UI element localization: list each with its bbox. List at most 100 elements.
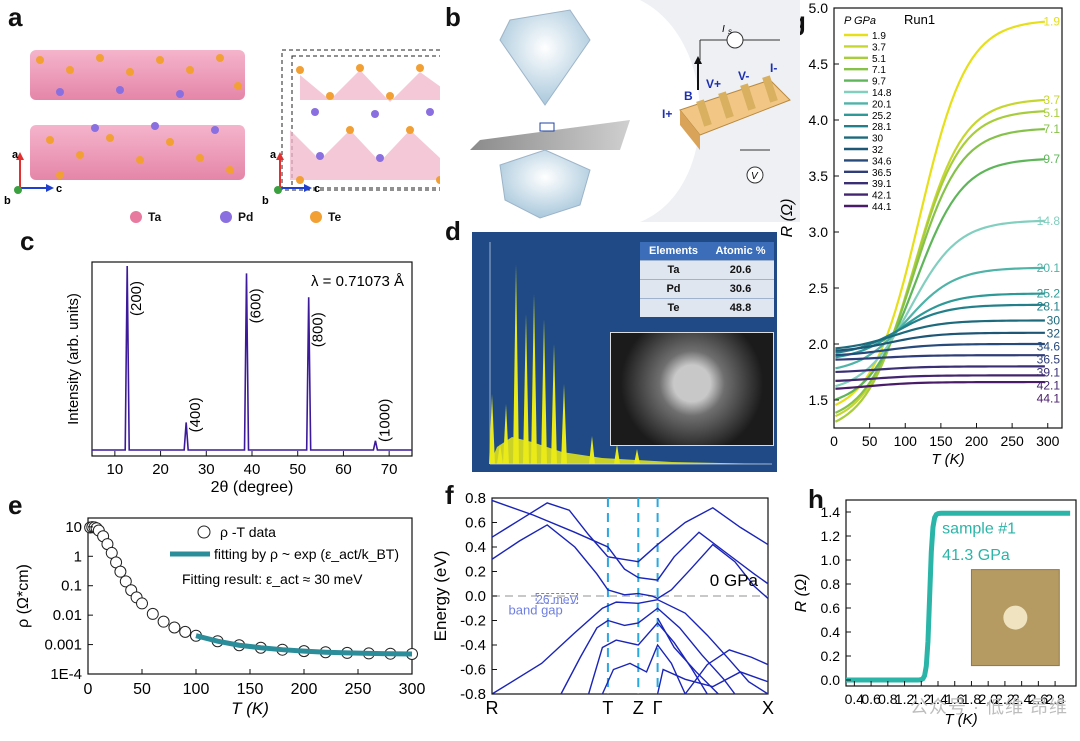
panel-label-d: d xyxy=(445,216,461,246)
diamond-anvil-cell-illustration: B I+ V+ V- I- I s V xyxy=(470,0,800,222)
sample-label: sample #1 xyxy=(942,521,1016,538)
legend-label: 42.1 xyxy=(872,191,892,202)
y-tick-label: 0.4 xyxy=(465,539,486,556)
unit-cell-diagram xyxy=(281,49,440,191)
peak-label: (1000) xyxy=(376,399,393,442)
table-header-atomic: Atomic % xyxy=(715,245,766,257)
rt-curve xyxy=(834,110,1045,423)
x-tick-label: 0 xyxy=(84,681,93,698)
axis-c-label-right: c xyxy=(314,183,320,195)
table-row: Te 48.8 xyxy=(640,298,774,317)
x-tick-label: 60 xyxy=(335,461,352,478)
y-tick-label: -0.8 xyxy=(460,686,486,703)
x-tick-label: 1.6 xyxy=(945,691,965,707)
y-tick-label: 0.0 xyxy=(821,672,841,688)
y-tick-label: 0.2 xyxy=(821,648,841,664)
rt-curve xyxy=(835,158,1045,401)
curve-end-label: 9.7 xyxy=(1043,152,1060,166)
eds-panel: Elements Atomic % Ta 20.6 Pd 30.6 Te 48.… xyxy=(472,232,777,472)
y-tick-label: -0.2 xyxy=(460,613,486,630)
legend-label: 9.7 xyxy=(872,77,886,88)
rt-transition-curve xyxy=(846,510,1071,683)
x-axis-label: T (K) xyxy=(931,451,964,468)
x-tick-label: 2.6 xyxy=(1029,691,1049,707)
x-tick-label: 50 xyxy=(862,433,878,449)
peak-label: (200) xyxy=(128,281,145,316)
curve-end-label: 32 xyxy=(1047,326,1061,340)
pressure-annotation: 0 GPa xyxy=(710,571,759,590)
y-tick-label: 10 xyxy=(65,519,82,536)
legend-label: 1.9 xyxy=(872,31,886,42)
lower-diamond xyxy=(499,149,591,219)
label-voltmeter: V xyxy=(751,171,759,182)
curve-end-label: 28.1 xyxy=(1037,300,1061,314)
eds-peak xyxy=(551,344,557,464)
rt-curve xyxy=(835,380,1045,390)
fit-curve xyxy=(195,633,413,657)
rt-curve xyxy=(835,219,1045,388)
x-tick-label: 2.8 xyxy=(1045,691,1065,707)
x-tick-label: 100 xyxy=(183,681,210,698)
band-line xyxy=(587,621,708,695)
panel-label-f: f xyxy=(445,480,454,510)
rt-curve xyxy=(834,127,1045,414)
rt-curve xyxy=(835,266,1045,370)
layered-crystal-block xyxy=(30,50,245,180)
eds-peak xyxy=(513,264,519,464)
data-point xyxy=(168,621,181,634)
curve-end-label: 42.1 xyxy=(1037,378,1061,392)
resistivity-chart: 0 50 100 150 200 250 300 10 1 0.1 0.01 0.001 1E-4 T (… xyxy=(15,517,425,718)
band-line xyxy=(656,617,719,695)
table-cell: Te xyxy=(667,302,680,314)
y-tick-label: 1.4 xyxy=(821,504,841,520)
curve-end-label: 34.6 xyxy=(1037,339,1061,353)
legend-pd: Pd xyxy=(220,210,253,224)
rt-curve xyxy=(835,365,1045,374)
electrode-schematic xyxy=(679,31,791,184)
x-tick-label: 20 xyxy=(152,461,169,478)
legend-label-data: ρ -T data xyxy=(220,524,276,540)
legend-label: 25.2 xyxy=(872,111,892,122)
x-tick-label: 1.2 xyxy=(912,691,932,707)
label-v-plus: V+ xyxy=(706,77,721,91)
table-cell: 30.6 xyxy=(729,283,752,295)
legend-title: P GPa xyxy=(844,15,876,27)
curve-end-label: 7.1 xyxy=(1043,122,1060,136)
k-point-label: R xyxy=(486,698,499,718)
label-current-source: I xyxy=(722,24,725,35)
x-tick-label: 30 xyxy=(198,461,215,478)
band-line xyxy=(491,598,769,695)
rt-curve xyxy=(835,342,1045,357)
y-tick-label: 4.0 xyxy=(809,112,829,128)
y-tick-label: 0.8 xyxy=(821,576,841,592)
table-cell: Pd xyxy=(666,283,681,295)
x-tick-label: 250 xyxy=(1000,433,1024,449)
data-point xyxy=(136,597,148,610)
y-tick-label: 3.5 xyxy=(809,168,829,184)
legend-label-fit: fitting by ρ ~ exp (ε_act/k_BT) xyxy=(214,546,399,562)
rt-curve xyxy=(834,20,1046,406)
y-tick-label: 4.5 xyxy=(809,56,829,72)
band-gap-box xyxy=(535,593,579,604)
y-tick-label: 0.8 xyxy=(465,490,486,507)
curve-end-label: 44.1 xyxy=(1037,391,1061,405)
composition-table: Elements Atomic % Ta 20.6 Pd 30.6 Te 48.… xyxy=(640,242,774,317)
y-tick-label: 3.0 xyxy=(809,224,829,240)
y-tick-label: 0.01 xyxy=(53,607,82,624)
y-tick-label: -0.4 xyxy=(460,637,486,654)
label-i-minus: I- xyxy=(770,61,777,75)
x-tick-label: 200 xyxy=(291,681,318,698)
band-gap-value: 26 meV xyxy=(536,593,577,607)
xrd-trace xyxy=(92,265,412,451)
device-photo-center xyxy=(1003,605,1028,630)
pressure-label: 41.3 GPa xyxy=(942,547,1010,564)
curve-end-label: 36.5 xyxy=(1037,352,1061,366)
legend-label: 28.1 xyxy=(872,122,892,133)
panel-label-a: a xyxy=(8,2,23,32)
x-tick-label: 10 xyxy=(107,461,124,478)
eds-background xyxy=(490,437,772,464)
axis-a-label-right: a xyxy=(270,149,277,161)
curve-end-label: 5.1 xyxy=(1043,106,1060,120)
y-tick-label: 0.4 xyxy=(821,624,841,640)
upper-diamond xyxy=(499,9,591,106)
